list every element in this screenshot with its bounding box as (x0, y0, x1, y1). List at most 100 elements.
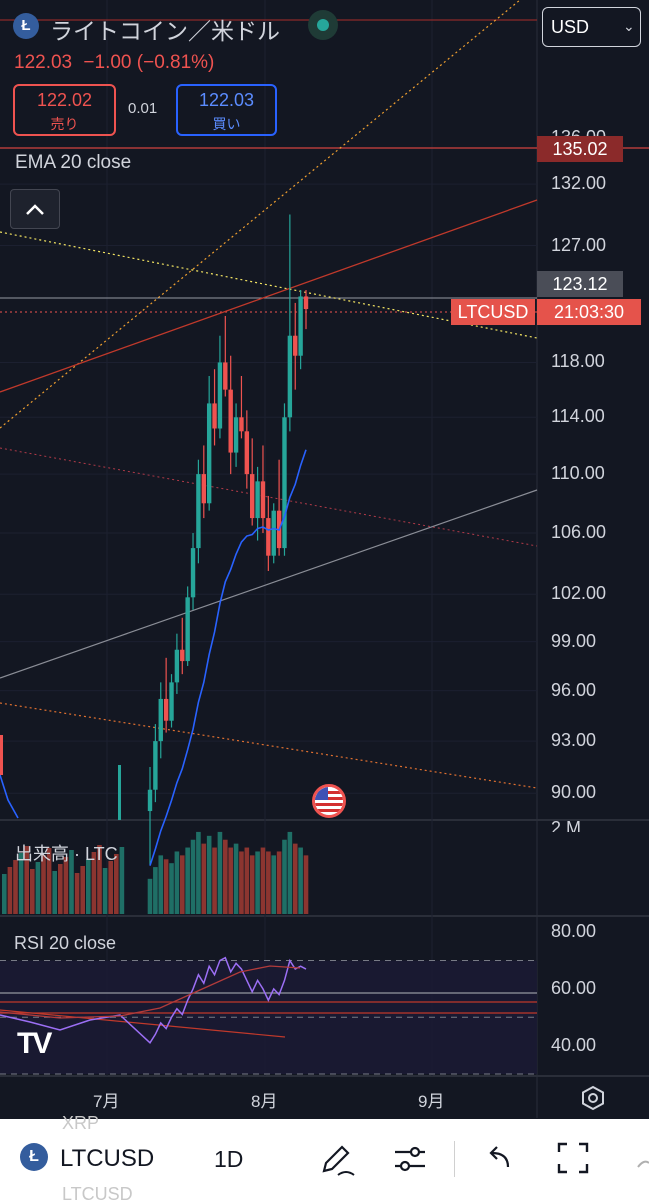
volume-bar (169, 863, 174, 914)
buy-button[interactable]: 122.03 買い (176, 84, 277, 136)
candle-body (244, 431, 250, 475)
toolbar-divider (454, 1141, 455, 1177)
more-tools-icon[interactable] (636, 1141, 649, 1175)
price-tick-label: 106.00 (551, 522, 607, 543)
sell-price: 122.02 (36, 90, 93, 110)
candle-body (158, 698, 163, 742)
volume-bar (228, 847, 233, 914)
bottom-toolbar: XRP LTCUSD Ł LTCUSD 1D (0, 1113, 649, 1200)
litecoin-symbol-icon: Ł (20, 1143, 48, 1171)
volume-bar (2, 874, 7, 914)
chart-settings-button[interactable] (578, 1083, 608, 1113)
volume-bar (30, 869, 35, 914)
candle-body (201, 474, 206, 504)
trend-lines (0, 0, 649, 819)
price-tick-label: 102.00 (551, 583, 607, 604)
indicators-sliders-icon[interactable] (392, 1141, 428, 1177)
volume-bar (91, 852, 97, 914)
volume-bar (147, 878, 153, 914)
volume-bar (239, 851, 244, 914)
price-tick-label: 93.00 (551, 730, 597, 751)
candle-body (287, 335, 293, 418)
candle-body (282, 417, 287, 549)
pen-drawing-icon[interactable] (318, 1141, 356, 1179)
candle-body (293, 335, 298, 356)
currency-value: USD (551, 17, 590, 37)
price-tick-label: 99.00 (551, 630, 597, 651)
volume-bar (102, 868, 108, 914)
volume-bar (298, 847, 303, 914)
alert-price-tag[interactable]: 135.02 (537, 136, 623, 162)
us-economic-event-icon[interactable] (312, 784, 346, 818)
ema-line-segment (0, 774, 19, 819)
ghost-symbol-below: LTCUSD (62, 1184, 133, 1200)
rsi-trend-line (0, 1009, 286, 1038)
live-dot-icon (317, 19, 329, 31)
volume-bar (114, 854, 119, 914)
volume-bar (196, 831, 201, 914)
volume-axis-tick: 2 M (551, 818, 582, 832)
candle-body (0, 735, 3, 775)
volume-bar (58, 864, 63, 914)
collapse-legend-button[interactable] (10, 189, 60, 229)
volume-bars (2, 831, 309, 914)
volume-bar (282, 839, 287, 914)
volume-bar (97, 845, 102, 914)
currency-select[interactable]: USD ⌄ (542, 7, 641, 47)
candle-body (153, 741, 158, 790)
candle-body (239, 417, 244, 432)
sell-label: 売り (50, 116, 79, 132)
volume-bar (249, 855, 255, 914)
undo-arrow-icon[interactable] (484, 1141, 514, 1175)
high-price-tag: 123.12 (537, 271, 623, 297)
time-tick-label: 8月 (251, 1092, 278, 1111)
spread-value: 0.01 (128, 100, 158, 117)
rsi-tick-label: 60.00 (551, 977, 597, 998)
candle-body (169, 682, 174, 721)
price-tick-label: 132.00 (551, 173, 607, 194)
candle-body (266, 518, 271, 556)
volume-bar (174, 851, 180, 914)
sell-button[interactable]: 122.02 売り (13, 84, 116, 136)
symbol-title[interactable]: ライトコイン／米ドル (50, 18, 280, 44)
volume-bar (217, 831, 223, 914)
market-open-status-icon[interactable] (308, 10, 338, 40)
volume-bar (287, 831, 293, 914)
rsi-indicator-label[interactable]: RSI 20 close (14, 933, 117, 953)
candle-body (255, 481, 260, 519)
candle-body (185, 597, 190, 662)
candle-body (174, 649, 180, 683)
volume-bar (266, 851, 271, 914)
candle-body (233, 417, 239, 453)
trend-line (0, 0, 521, 429)
volume-bar (18, 853, 24, 914)
volume-bar (179, 855, 185, 914)
volume-bar (292, 843, 298, 914)
fullscreen-icon[interactable] (556, 1141, 590, 1175)
candle-body (228, 389, 233, 453)
volume-indicator-label[interactable]: 出来高 · LTC (15, 844, 118, 864)
volume-bar (35, 862, 41, 914)
ema-indicator-label[interactable]: EMA 20 close (15, 152, 132, 173)
candle-body (180, 649, 185, 662)
ghost-symbol-above: XRP (62, 1113, 100, 1133)
price-tick-label: 96.00 (551, 679, 597, 700)
candle-body (147, 789, 153, 812)
volume-bar (271, 855, 277, 914)
last-price: 122.03 (14, 52, 73, 73)
symbol-selector[interactable]: LTCUSD (60, 1145, 155, 1172)
buy-label: 買い (212, 116, 241, 132)
volume-bar (206, 835, 212, 914)
trend-line (0, 489, 538, 679)
us-flag-icon (315, 787, 343, 815)
chevron-down-icon: ⌄ (623, 18, 635, 34)
timeframe-selector[interactable]: 1D (214, 1146, 244, 1172)
volume-bar (223, 839, 228, 914)
volume-bar (24, 846, 29, 914)
hexagon-settings-icon (582, 1085, 604, 1111)
tradingview-watermark-logo: TV (17, 1027, 52, 1060)
rsi-tick-label: 40.00 (551, 1034, 597, 1055)
volume-bar (212, 847, 217, 914)
rsi-ma-line (0, 965, 301, 1019)
